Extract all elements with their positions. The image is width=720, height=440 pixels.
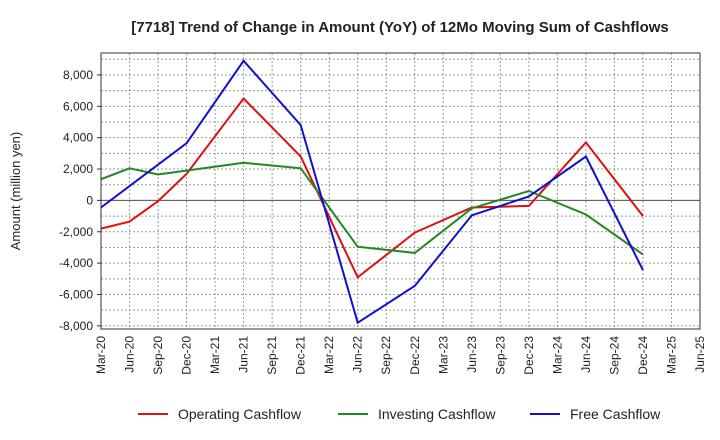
chart-title: [7718] Trend of Change in Amount (YoY) o… <box>131 19 669 36</box>
x-tick-label: Dec-24 <box>636 336 650 375</box>
x-tick-label: Sep-20 <box>151 336 165 375</box>
x-tick-label: Dec-22 <box>408 336 422 375</box>
y-tick-label: 2,000 <box>63 162 93 176</box>
plot-frame <box>100 52 701 330</box>
y-tick-label: 6,000 <box>63 99 93 113</box>
x-tick-label: Mar-23 <box>436 336 450 374</box>
plot-area <box>101 53 700 329</box>
x-tick-label: Mar-20 <box>94 336 108 374</box>
x-tick-label: Sep-23 <box>493 336 507 375</box>
x-tick-label: Jun-23 <box>465 336 479 373</box>
y-tick-label: 0 <box>86 193 93 207</box>
x-tick-label: Sep-22 <box>379 336 393 375</box>
x-tick-label: Mar-25 <box>664 336 678 374</box>
legend-label-operating-cashflow: Operating Cashflow <box>178 406 302 422</box>
series-lines <box>100 59 644 325</box>
x-tick-label: Dec-21 <box>294 336 308 375</box>
legend: Operating Cashflow Investing Cashflow Free… <box>138 406 661 422</box>
x-tick-label: Sep-21 <box>265 336 279 375</box>
legend-label-investing-cashflow: Investing Cashflow <box>378 406 496 422</box>
x-tick-label: Dec-20 <box>180 336 194 375</box>
y-tick-label: 8,000 <box>63 68 93 82</box>
x-tick-label: Sep-24 <box>607 336 621 375</box>
legend-label-free-cashflow: Free Cashflow <box>570 406 661 422</box>
x-tick-label: Mar-24 <box>550 336 564 374</box>
x-tick-label: Jun-22 <box>351 336 365 373</box>
y-tick-label: -2,000 <box>59 225 93 239</box>
x-tick-label: Dec-23 <box>522 336 536 375</box>
series-line-operating-cashflow <box>100 96 644 279</box>
series-line-free-cashflow <box>100 59 644 325</box>
grid <box>100 53 701 329</box>
y-tick-label: -8,000 <box>59 319 93 333</box>
x-tick-label: Jun-24 <box>579 336 593 373</box>
y-tick-label: -4,000 <box>59 256 93 270</box>
y-tick-label: 4,000 <box>63 131 93 145</box>
x-tick-label: Jun-21 <box>237 336 251 373</box>
y-tick-label: -6,000 <box>59 288 93 302</box>
axes: Mar-20 Jun-20 Sep-20 Dec-20 Mar-21 Jun-21 Sep-… <box>59 52 707 375</box>
y-axis-label: Amount (million yen) <box>8 132 23 251</box>
x-tick-label: Jun-25 <box>693 336 707 373</box>
x-tick-label: Jun-20 <box>123 336 137 373</box>
x-tick-label: Mar-22 <box>322 336 336 374</box>
x-tick-label: Mar-21 <box>208 336 222 374</box>
